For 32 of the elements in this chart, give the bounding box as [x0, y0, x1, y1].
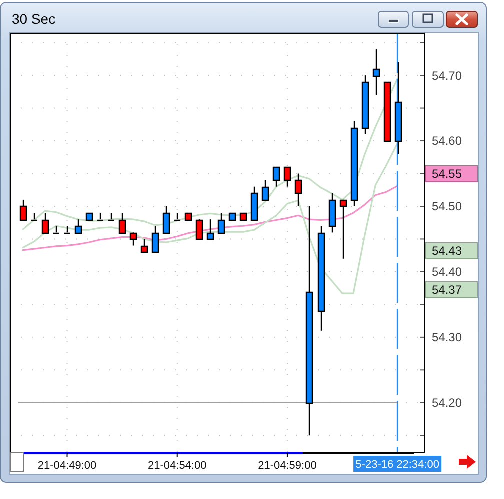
line-series: [22, 142, 398, 294]
candlestick: [218, 212, 226, 234]
y-tick-label: 54.40: [432, 265, 462, 280]
y-tick-label: 54.50: [432, 200, 462, 214]
candlestick: [272, 166, 280, 188]
candlestick: [196, 218, 204, 240]
candlestick: [130, 232, 138, 246]
text: 54.43: [432, 244, 462, 258]
candlestick: [262, 180, 270, 202]
x-tick-label: 21-04:54:00: [148, 460, 207, 472]
candlestick: [20, 199, 28, 222]
y-tick-label: 54.30: [432, 330, 462, 345]
candlestick: [162, 206, 170, 234]
x-tick-label: 21-04:49:00: [38, 460, 97, 472]
y-tick-label: 54.20: [432, 396, 462, 410]
text: 54.37: [432, 283, 462, 298]
candlestick: [340, 199, 348, 260]
candlestick: [206, 218, 214, 240]
y-tick-label: 54.70: [432, 68, 462, 83]
candlestick: [152, 226, 160, 254]
chart-title: 30 Sec: [12, 11, 56, 27]
text: 54.55: [432, 167, 462, 182]
y-tick-label: 54.60: [432, 134, 462, 148]
x-tick-label: 5-23-16 22:34:00: [356, 458, 440, 471]
candlestick: [74, 218, 82, 234]
candlestick: [42, 212, 50, 234]
candlestick: [294, 173, 302, 208]
candlestick: [284, 166, 292, 188]
x-tick-label: 21-04:59:00: [258, 460, 317, 472]
candlestick: [372, 48, 380, 96]
candlestick: [118, 212, 126, 234]
candlestick: [140, 238, 148, 254]
